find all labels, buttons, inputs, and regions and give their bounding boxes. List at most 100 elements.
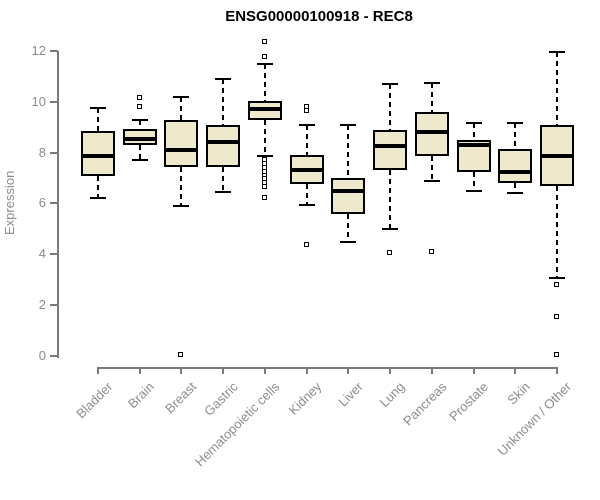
x-tick-label-pancreas: Pancreas xyxy=(399,379,450,429)
y-tick-label: 12 xyxy=(31,42,46,58)
x-tick-label-gastric: Gastric xyxy=(201,379,241,419)
median-line xyxy=(456,143,491,148)
whisker-upper xyxy=(389,84,392,130)
whisker-lower xyxy=(472,171,475,191)
whisker-cap-lower xyxy=(215,191,232,194)
outlier-point xyxy=(387,250,393,256)
y-tick xyxy=(50,355,58,357)
whisker-cap-upper xyxy=(423,81,440,84)
median-line xyxy=(498,169,533,174)
median-line xyxy=(539,154,574,159)
whisker-lower xyxy=(97,175,99,199)
outlier-point xyxy=(261,183,267,189)
x-tick xyxy=(347,368,350,374)
whisker-lower xyxy=(138,145,141,161)
x-axis-line xyxy=(97,367,558,369)
whisker-lower xyxy=(430,156,433,181)
x-tick xyxy=(138,368,141,374)
y-tick xyxy=(50,253,58,256)
y-tick xyxy=(50,202,58,205)
x-tick-label-bladder: Bladder xyxy=(73,379,116,422)
x-tick xyxy=(514,368,517,374)
y-axis-line xyxy=(57,50,59,358)
whisker-lower xyxy=(555,185,558,279)
whisker-upper xyxy=(305,124,308,156)
whisker-upper xyxy=(222,78,225,125)
whisker-cap-upper xyxy=(382,83,399,86)
x-tick xyxy=(389,368,392,374)
x-tick-label-brain: Brain xyxy=(125,379,158,412)
x-tick xyxy=(180,368,183,374)
outlier-point xyxy=(178,351,184,357)
outlier-point xyxy=(136,95,142,101)
whisker-cap-lower xyxy=(298,203,315,206)
outlier-point xyxy=(553,281,559,287)
whisker-cap-lower xyxy=(256,155,273,158)
whisker-cap-lower xyxy=(90,197,106,200)
chart-title: ENSG00000100918 - REC8 xyxy=(225,8,413,25)
whisker-upper xyxy=(555,52,558,125)
whisker-cap-lower xyxy=(548,277,565,280)
whisker-cap-lower xyxy=(507,192,524,195)
whisker-cap-upper xyxy=(215,77,232,80)
median-line xyxy=(81,154,115,159)
x-tick xyxy=(430,368,433,374)
y-tick xyxy=(50,100,58,103)
outlier-point xyxy=(261,39,267,45)
x-tick-label-unknown-other: Unknown / Other xyxy=(495,379,575,459)
median-line xyxy=(247,107,282,112)
whisker-cap-lower xyxy=(382,227,399,230)
outlier-point xyxy=(428,248,434,254)
x-tick-label-liver: Liver xyxy=(335,379,366,410)
whisker-upper xyxy=(138,119,141,129)
whisker-upper xyxy=(514,123,517,149)
box-liver xyxy=(331,178,366,214)
x-tick xyxy=(97,368,99,374)
box-gastric xyxy=(206,124,241,167)
whisker-cap-lower xyxy=(131,159,148,162)
y-tick xyxy=(50,304,58,307)
x-tick-label-skin: Skin xyxy=(504,379,533,408)
y-tick-label: 2 xyxy=(38,297,46,313)
whisker-cap-upper xyxy=(298,123,315,126)
y-tick xyxy=(50,49,58,52)
whisker-upper xyxy=(430,82,433,112)
whisker-cap-lower xyxy=(340,240,357,243)
whisker-cap-upper xyxy=(256,62,273,65)
median-line xyxy=(373,144,408,149)
median-line xyxy=(331,188,366,193)
y-tick-label: 4 xyxy=(38,246,46,262)
box-breast xyxy=(164,119,199,167)
outlier-point xyxy=(553,351,559,357)
x-tick xyxy=(555,368,558,374)
box-bladder xyxy=(81,131,115,176)
outlier-point xyxy=(261,54,267,60)
median-line xyxy=(164,148,199,153)
outlier-point xyxy=(303,107,309,113)
outlier-point xyxy=(136,103,142,109)
y-tick-label: 0 xyxy=(38,348,46,363)
whisker-lower xyxy=(305,184,308,205)
whisker-upper xyxy=(97,108,99,132)
outlier-point xyxy=(303,242,309,248)
whisker-lower xyxy=(180,166,183,207)
whisker-cap-lower xyxy=(173,205,190,208)
whisker-lower xyxy=(222,166,225,193)
y-tick xyxy=(50,151,58,154)
whisker-cap-upper xyxy=(548,51,565,54)
whisker-lower xyxy=(263,119,266,157)
whisker-cap-lower xyxy=(465,189,482,192)
y-tick-label: 10 xyxy=(31,93,46,109)
median-line xyxy=(206,140,241,145)
x-tick xyxy=(222,368,225,374)
x-tick-label-kidney: Kidney xyxy=(285,379,325,418)
y-tick-label: 6 xyxy=(38,195,46,211)
median-line xyxy=(122,136,157,141)
whisker-upper xyxy=(263,63,266,101)
whisker-cap-upper xyxy=(465,122,482,125)
median-line xyxy=(289,168,324,173)
box-lung xyxy=(373,129,408,171)
whisker-upper xyxy=(472,123,475,140)
whisker-cap-upper xyxy=(507,122,524,125)
whisker-cap-upper xyxy=(131,118,148,121)
